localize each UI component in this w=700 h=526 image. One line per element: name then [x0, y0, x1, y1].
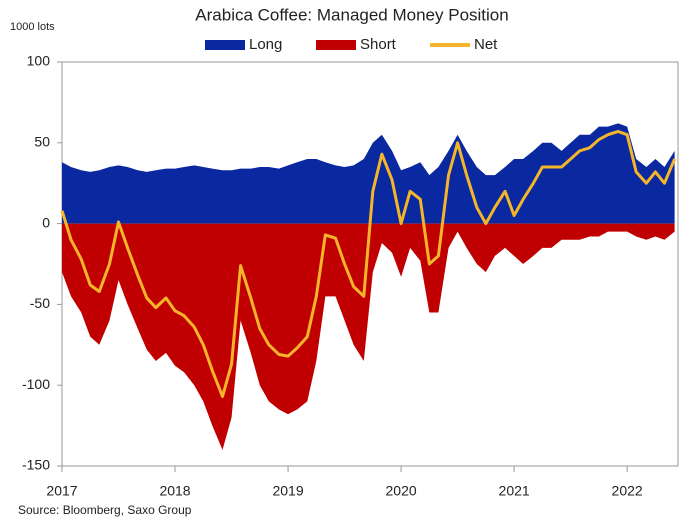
legend-swatch — [205, 40, 245, 50]
y-tick-label: 100 — [27, 53, 51, 69]
y-tick-label: 50 — [34, 134, 50, 150]
legend-swatch — [430, 43, 470, 47]
y-tick-label: -150 — [22, 457, 50, 473]
x-tick-label: 2017 — [46, 483, 77, 499]
x-tick-label: 2019 — [272, 483, 303, 499]
area — [62, 123, 675, 224]
source: Source: Bloomberg, Saxo Group — [18, 503, 192, 517]
x-tick-label: 2020 — [386, 483, 417, 499]
legend-label: Long — [249, 36, 282, 53]
line — [60, 129, 676, 399]
y-tick-label: 0 — [42, 214, 50, 230]
y-tick-label: -100 — [22, 376, 50, 392]
x-tick-label: 2022 — [612, 483, 643, 499]
x-tick-label: 2018 — [159, 483, 190, 499]
y-tick-label: -50 — [30, 295, 50, 311]
area — [62, 223, 675, 450]
y-axis-label: 1000 lots — [10, 21, 55, 33]
legend-label: Net — [474, 36, 498, 53]
legend-swatch — [316, 40, 356, 50]
legend-label: Short — [360, 36, 397, 53]
chart-title: Arabica Coffee: Managed Money Position — [195, 5, 508, 24]
x-tick-label: 2021 — [499, 483, 530, 499]
